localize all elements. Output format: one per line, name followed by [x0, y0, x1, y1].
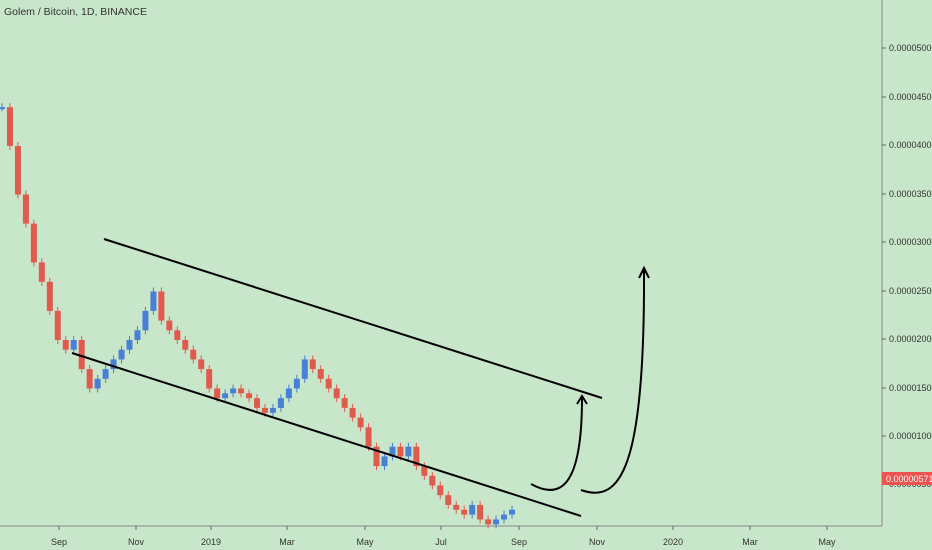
x-tick-label: May: [356, 537, 374, 547]
candle-body: [134, 330, 141, 340]
candle-body: [501, 514, 508, 520]
y-tick-label: 0.00002000: [889, 334, 932, 344]
y-tick-label: 0.00002500: [889, 286, 932, 296]
candle-body: [349, 407, 356, 418]
candle-body: [0, 107, 5, 110]
channel-lower-line: [71, 352, 582, 517]
x-tick-label: Mar: [742, 537, 758, 547]
candle-body: [373, 446, 380, 467]
candle-body: [230, 388, 237, 394]
candle-body: [445, 495, 452, 505]
y-tick-label: 0.00005000: [889, 43, 932, 53]
candle-body: [421, 466, 428, 476]
candle-body: [54, 310, 61, 340]
candle-body: [477, 504, 484, 520]
candle-body: [6, 107, 13, 146]
candle-body: [485, 519, 492, 525]
candle-body: [429, 475, 436, 486]
candle-body: [86, 369, 93, 389]
candle-body: [254, 398, 260, 408]
y-tick-label: 0.00004000: [889, 140, 932, 150]
candle-body: [30, 223, 37, 263]
y-tick-label: 0.00003000: [889, 237, 932, 247]
candle-body: [46, 281, 53, 311]
candle-body: [190, 349, 197, 360]
candle-body: [341, 398, 348, 408]
candle-body: [62, 340, 69, 350]
small-up-arrow-head: [576, 394, 588, 405]
candle-body: [174, 330, 181, 340]
candle-body: [142, 310, 149, 331]
candle-body: [94, 378, 101, 389]
candle-body: [381, 456, 388, 467]
last-price-badge: [882, 472, 932, 485]
candle-body: [397, 446, 404, 457]
candle-body: [269, 407, 276, 413]
candle-body: [453, 504, 460, 510]
x-tick-label: Mar: [279, 537, 295, 547]
candle-body: [70, 340, 77, 350]
candle-body: [389, 446, 396, 457]
y-tick-label: 0.00003500: [889, 189, 932, 199]
candle-body: [493, 519, 500, 525]
candle-body: [365, 427, 372, 447]
candle-body: [413, 446, 420, 467]
channel-upper-line: [103, 238, 603, 399]
candle-body: [333, 388, 340, 399]
candle-body: [246, 393, 253, 399]
last-price-label: 0.00000571: [886, 474, 932, 484]
y-tick-label: 0.00001500: [889, 383, 932, 393]
candle-body: [261, 407, 268, 413]
candle-body: [509, 509, 515, 515]
candle-body: [126, 340, 133, 350]
candle-body: [182, 340, 189, 350]
candle-body: [293, 378, 300, 389]
y-tick-label: 0.00001000: [889, 431, 932, 441]
candle-body: [317, 369, 324, 379]
candle-body: [461, 509, 468, 515]
x-tick-label: 2019: [201, 537, 221, 547]
candle-body: [38, 262, 45, 282]
candle-body: [469, 504, 476, 515]
candle-body: [110, 359, 117, 370]
candle-body: [301, 359, 308, 379]
x-tick-label: 2020: [663, 537, 683, 547]
candle-body: [14, 146, 21, 195]
x-tick-label: May: [818, 537, 836, 547]
candle-body: [325, 378, 332, 389]
candle-body: [277, 398, 284, 408]
x-tick-label: Nov: [128, 537, 145, 547]
candle-body: [150, 291, 157, 311]
candle-body: [214, 388, 221, 399]
candle-body: [285, 388, 292, 399]
small-up-arrow-path: [530, 397, 583, 491]
candle-body: [118, 349, 125, 360]
candle-body: [238, 388, 245, 394]
chart-title: Golem / Bitcoin, 1D, BINANCE: [4, 6, 147, 18]
large-up-arrow-path: [580, 269, 646, 494]
candle-body: [437, 485, 444, 496]
candle-body: [22, 194, 29, 224]
candle-body: [102, 369, 109, 379]
y-tick-label: 0.00004500: [889, 92, 932, 102]
candle-body: [222, 393, 229, 399]
candle-body: [309, 359, 316, 370]
x-tick-label: Sep: [511, 537, 527, 547]
candle-body: [198, 359, 205, 370]
candle-body: [357, 417, 364, 428]
candle-body: [166, 320, 173, 331]
candle-body: [158, 291, 165, 321]
candle-body: [78, 340, 85, 370]
x-tick-label: Nov: [589, 537, 606, 547]
x-tick-label: Sep: [51, 537, 67, 547]
candle-body: [405, 446, 412, 457]
candle-body: [206, 369, 213, 389]
x-tick-label: Jul: [435, 537, 447, 547]
large-up-arrow-head: [638, 265, 650, 279]
